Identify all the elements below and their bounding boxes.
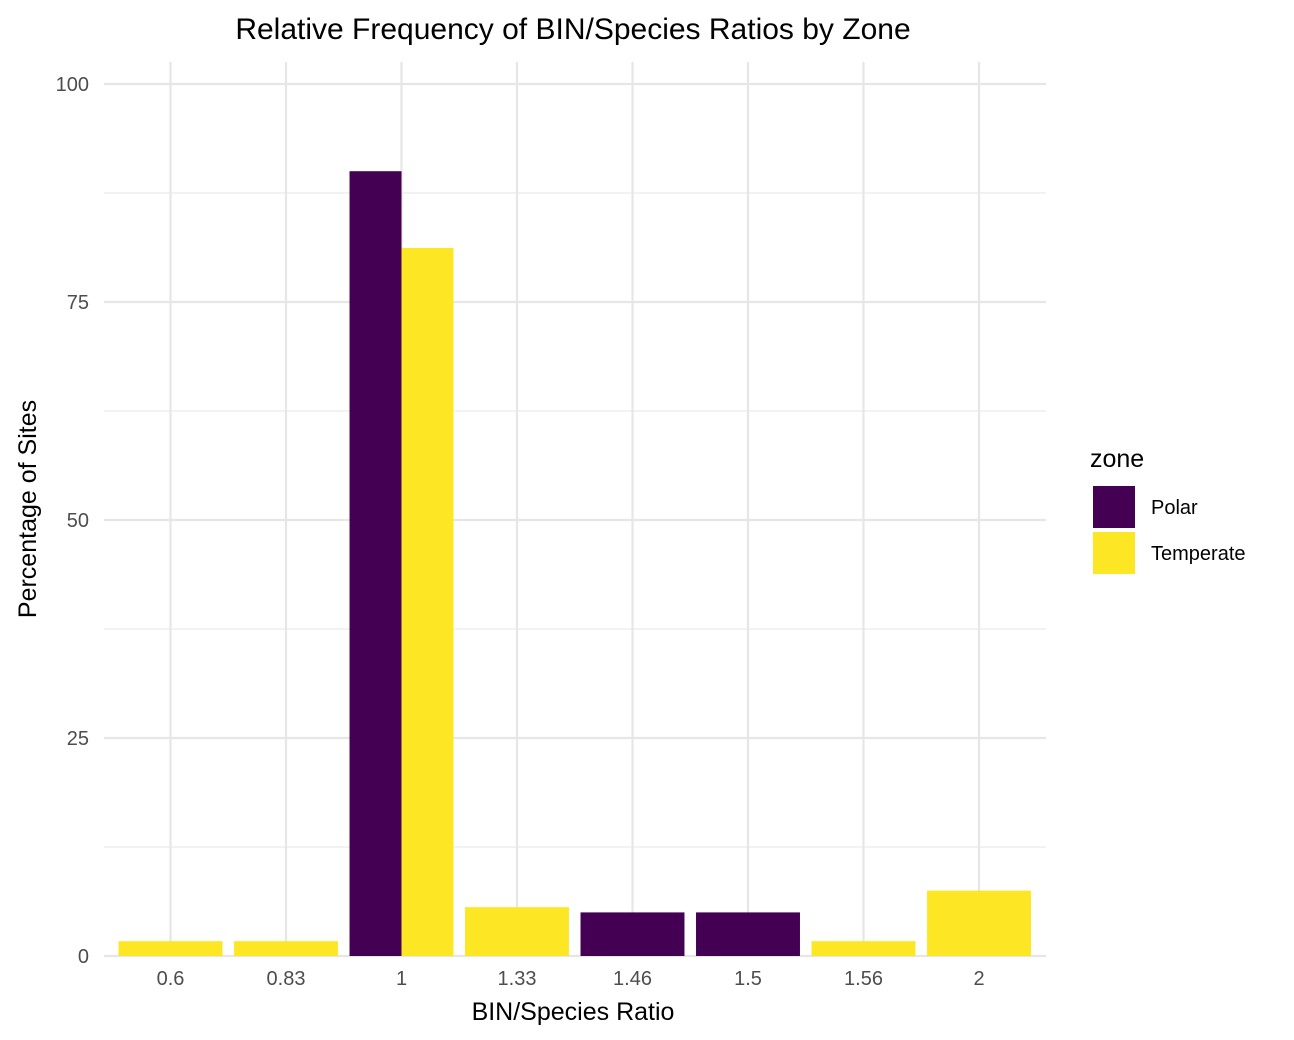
y-tick-label: 100	[56, 74, 89, 96]
x-axis-title: BIN/Species Ratio	[472, 998, 675, 1026]
bar-temperate-0_83	[234, 941, 338, 956]
bar-polar-1_5	[696, 912, 800, 956]
x-tick-label: 1.56	[844, 968, 883, 990]
minor-gridlines	[104, 192, 1046, 848]
bar-polar-1	[349, 171, 402, 956]
legend-label-temperate: Temperate	[1151, 543, 1246, 565]
legend: zone Polar Temperate	[1090, 445, 1246, 574]
bar-temperate-0_6	[118, 941, 223, 956]
bars	[118, 171, 1031, 956]
bar-polar-1_46	[580, 912, 685, 956]
bar-temperate-1	[401, 247, 454, 956]
y-tick-label: 50	[67, 510, 89, 532]
y-tick-label: 0	[78, 946, 89, 968]
bar-temperate-2	[927, 890, 1031, 956]
x-tick-label: 0.83	[267, 968, 306, 990]
legend-label-polar: Polar	[1151, 497, 1198, 519]
x-tick-label: 0.6	[157, 968, 185, 990]
y-tick-label: 25	[67, 728, 89, 750]
y-tick-label: 75	[67, 292, 89, 314]
major-gridlines	[104, 62, 1046, 958]
x-tick-labels: 0.6 0.83 1 1.33 1.46 1.5 1.56 2	[157, 968, 985, 990]
bar-temperate-1_56	[811, 941, 916, 956]
x-tick-label: 1.33	[498, 968, 537, 990]
legend-key-temperate	[1093, 532, 1135, 574]
y-tick-labels: 0 25 50 75 100	[56, 74, 89, 968]
legend-title: zone	[1090, 445, 1144, 473]
legend-key-polar	[1093, 486, 1135, 528]
x-tick-label: 1	[396, 968, 407, 990]
x-tick-label: 2	[973, 968, 984, 990]
chart-title: Relative Frequency of BIN/Species Ratios…	[235, 13, 910, 46]
x-tick-label: 1.5	[734, 968, 762, 990]
y-axis-title: Percentage of Sites	[14, 400, 42, 618]
bar-temperate-1_33	[465, 907, 569, 956]
x-tick-label: 1.46	[613, 968, 652, 990]
